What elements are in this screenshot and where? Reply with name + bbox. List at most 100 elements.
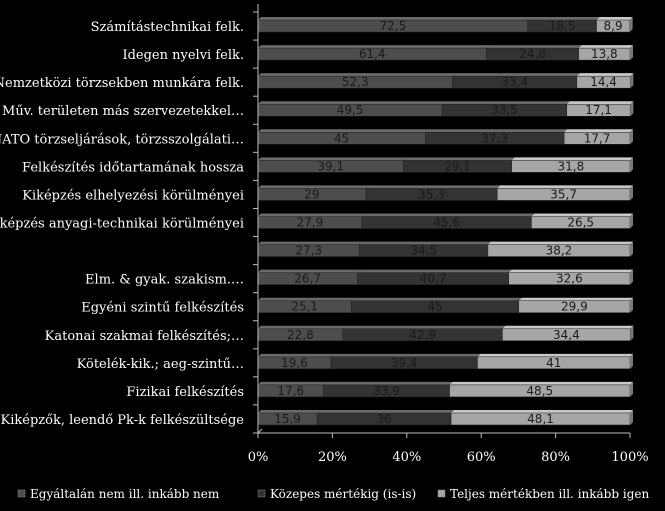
value-label-seg-mid-12: 39,4: [391, 356, 418, 370]
bar-top-seg-low-3: [258, 101, 446, 105]
category-labels: Számítástechnikai felk. Idegen nyelvi fel…: [0, 20, 244, 428]
x-tick-label-0: 0%: [248, 450, 269, 465]
value-label-seg-high-2: 14,4: [590, 75, 617, 89]
bar-cap-12: [630, 353, 633, 369]
value-label-seg-low-4: 45: [334, 131, 349, 145]
value-label-seg-mid-4: 37,3: [481, 131, 508, 145]
value-label-seg-mid-7: 45,6: [433, 216, 460, 230]
legend-label-seg-high: Teljes mértékben ill. inkább igen: [450, 487, 649, 501]
bar-top-seg-low-7: [258, 213, 365, 217]
bars-group: 72,5 18,5 8,9 61,4 24,8 13,8 52,3 33,4 14,4 49,5 3…: [257, 17, 634, 426]
category-label-1: Idegen nyelvi felk.: [122, 48, 244, 63]
bar-top-seg-low-5: [258, 157, 407, 161]
bar-top-seg-low-4: [258, 129, 429, 133]
legend-swatch-seg-high: [437, 489, 446, 498]
bar-top-seg-high-6: [497, 185, 633, 189]
bar-top-seg-low-2: [258, 73, 456, 77]
bar-cap-13: [630, 381, 633, 397]
x-tick-label-1: 20%: [318, 450, 347, 465]
category-label-0: Számítástechnikai felk.: [91, 20, 244, 35]
legend: Egyáltalán nem ill. inkább nem Közepes mé…: [17, 487, 649, 501]
bar-cap-6: [630, 185, 633, 201]
bar-cap-1: [630, 45, 633, 61]
category-label-14: Kiképzők, leendő Pk-k felkészültsége: [1, 413, 245, 428]
value-label-seg-low-7: 27,9: [297, 216, 324, 230]
category-label-13: Fizikai felkészítés: [126, 385, 244, 400]
value-label-seg-low-14: 15,9: [274, 412, 301, 426]
value-label-seg-mid-9: 40,7: [420, 272, 447, 286]
legend-swatch-seg-mid: [257, 489, 266, 498]
value-label-seg-mid-2: 33,4: [501, 75, 528, 89]
value-label-seg-low-13: 17,6: [277, 384, 304, 398]
bar-top-seg-high-8: [487, 241, 633, 245]
value-label-seg-low-6: 29: [304, 187, 319, 201]
bar-top-seg-mid-1: [486, 45, 582, 49]
bar-top-seg-low-9: [258, 269, 361, 273]
bar-top-seg-high-12: [477, 353, 633, 357]
bar-cap-14: [630, 409, 633, 425]
legend-swatch-seg-low: [17, 489, 26, 498]
value-label-seg-high-6: 35,7: [550, 187, 577, 201]
bar-top-seg-high-11: [502, 325, 634, 329]
bar-top-seg-mid-4: [425, 129, 568, 133]
bar-top-seg-low-6: [258, 185, 369, 189]
category-label-12: Kötelék-kik.; aeg-szintű…: [77, 357, 244, 372]
value-label-seg-high-4: 17,7: [584, 131, 611, 145]
value-label-seg-high-11: 34,4: [553, 328, 580, 342]
category-label-11: Katonai szakmai felkészítés;…: [45, 329, 244, 344]
bar-top-seg-mid-10: [351, 297, 522, 301]
value-label-seg-high-8: 38,2: [546, 244, 573, 258]
value-label-seg-low-11: 22,8: [287, 328, 314, 342]
value-label-seg-low-10: 25,1: [291, 300, 318, 314]
category-label-10: Egyéni szintű felkészítés: [81, 301, 244, 316]
bar-top-seg-high-9: [508, 269, 633, 273]
category-label-9: Elm. & gyak. szakism.…: [85, 273, 244, 288]
category-label-2: Nemzetközi törzsekben munkára felk.: [0, 76, 244, 91]
bar-top-seg-low-11: [258, 325, 346, 329]
value-label-seg-high-12: 41: [546, 356, 561, 370]
value-label-seg-mid-6: 35,3: [418, 187, 445, 201]
value-label-seg-high-13: 48,5: [526, 384, 553, 398]
value-label-seg-mid-3: 33,5: [491, 103, 518, 117]
bar-top-seg-mid-13: [323, 381, 453, 385]
value-label-seg-high-9: 32,6: [556, 272, 583, 286]
value-label-seg-high-10: 29,9: [561, 300, 588, 314]
bar-top-seg-low-0: [258, 17, 531, 21]
value-label-seg-high-14: 48,1: [527, 412, 554, 426]
x-axis: 0% 20% 40% 60% 80% 100%: [248, 4, 649, 465]
value-label-seg-low-2: 52,3: [342, 75, 369, 89]
bar-top-seg-high-0: [596, 17, 633, 21]
bar-top-seg-mid-3: [442, 101, 570, 105]
value-label-seg-low-9: 26,7: [294, 272, 321, 286]
value-label-seg-low-12: 19,6: [281, 356, 308, 370]
value-label-seg-low-0: 72,5: [379, 19, 406, 33]
bar-cap-10: [630, 297, 633, 313]
bar-top-seg-mid-5: [403, 157, 515, 161]
bar-top-seg-mid-8: [359, 241, 491, 245]
bar-top-seg-high-10: [518, 297, 633, 301]
bar-cap-4: [630, 129, 633, 145]
value-label-seg-mid-13: 33,9: [373, 384, 400, 398]
bar-top-seg-high-7: [531, 213, 633, 217]
bar-top-seg-mid-6: [365, 185, 501, 189]
bar-cap-3: [630, 101, 634, 117]
value-label-seg-mid-11: 42,9: [409, 328, 436, 342]
bar-top-seg-high-1: [578, 45, 633, 49]
bar-cap-9: [630, 269, 633, 285]
x-tick-label-4: 80%: [541, 450, 570, 465]
legend-label-seg-low: Egyáltalán nem ill. inkább nem: [30, 487, 220, 501]
bar-top-seg-high-13: [449, 381, 633, 385]
bar-cap-5: [630, 157, 633, 173]
bar-top-seg-mid-0: [527, 17, 600, 21]
value-label-seg-mid-1: 24,8: [519, 47, 546, 61]
bar-top-seg-low-10: [258, 297, 355, 301]
category-label-3: Műv. területen más szervezetekkel…: [2, 104, 244, 119]
category-label-7: Kiképzés anyagi-technikai körülményei: [0, 217, 244, 232]
value-label-seg-high-5: 31,8: [557, 159, 584, 173]
bar-top-seg-mid-7: [361, 213, 535, 217]
value-label-seg-mid-14: 36: [376, 412, 391, 426]
value-label-seg-low-3: 49,5: [337, 103, 364, 117]
bar-cap-2: [630, 73, 634, 89]
value-label-seg-mid-10: 45: [427, 300, 442, 314]
